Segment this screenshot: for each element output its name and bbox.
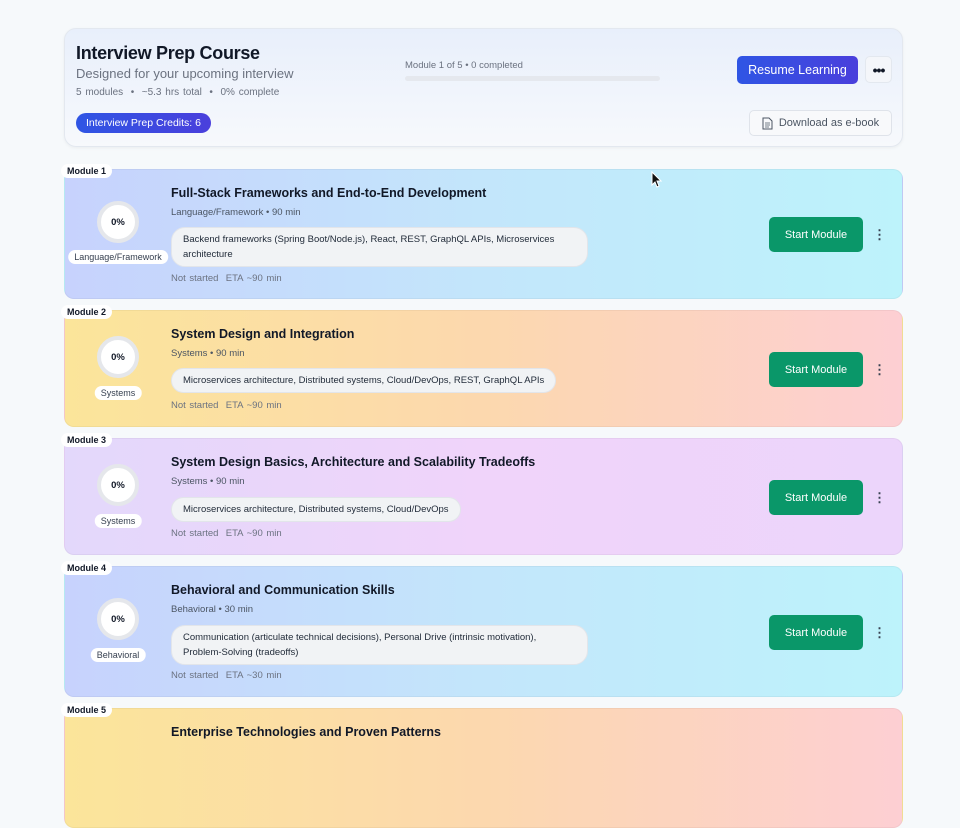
more-options-button[interactable]: ••• [865, 56, 892, 83]
topics-chip: Backend frameworks (Spring Boot/Node.js)… [171, 227, 588, 267]
progress-ring: 0% [97, 336, 139, 378]
start-module-button[interactable]: Start Module [769, 480, 863, 515]
category-badge: Systems [94, 386, 142, 400]
module-card: Module 5 Enterprise Technologies and Pro… [61, 703, 903, 828]
course-meta: 5 modules • ~5.3 hrs total • 0% complete [76, 87, 280, 98]
module-card: Module 2 0% Systems System Design and In… [61, 305, 903, 427]
module-title: System Design Basics, Architecture and S… [171, 455, 536, 469]
module-card: Module 1 0% Language/Framework Full-Stac… [61, 164, 903, 299]
module-status: Not started ETA ~30 min [171, 670, 282, 681]
page-title: Interview Prep Course [76, 43, 260, 63]
start-module-button[interactable]: Start Module [769, 352, 863, 387]
module-label: Module 2 [61, 305, 113, 319]
module-title: Enterprise Technologies and Proven Patte… [171, 725, 441, 739]
resume-learning-button[interactable]: Resume Learning [737, 56, 858, 84]
progress-text: Module 1 of 5 • 0 completed [405, 60, 523, 71]
module-label: Module 1 [61, 164, 113, 178]
download-ebook-button[interactable]: Download as e-book [749, 110, 892, 136]
progress-ring: 0% [97, 598, 139, 640]
progress-ring: 0% [97, 201, 139, 243]
module-title: Behavioral and Communication Skills [171, 583, 395, 597]
topics-chip: Microservices architecture, Distributed … [171, 497, 461, 522]
module-label: Module 3 [61, 433, 113, 447]
start-module-button[interactable]: Start Module [769, 217, 863, 252]
topics-chip: Communication (articulate technical deci… [171, 625, 588, 665]
topics-chip: Microservices architecture, Distributed … [171, 368, 557, 393]
category-badge: Language/Framework [68, 250, 168, 264]
credits-badge: Interview Prep Credits: 6 [76, 113, 211, 133]
module-title: System Design and Integration [171, 327, 355, 341]
course-subtitle: Designed for your upcoming interview [76, 66, 294, 81]
mouse-cursor-icon [651, 171, 662, 188]
module-card: Module 4 0% Behavioral Behavioral and Co… [61, 561, 903, 697]
module-menu-icon[interactable]: ⋮ [873, 227, 886, 242]
module-meta: Systems • 90 min [171, 348, 245, 359]
module-menu-icon[interactable]: ⋮ [873, 625, 886, 640]
module-meta: Behavioral • 30 min [171, 604, 254, 615]
module-meta: Systems • 90 min [171, 476, 245, 487]
module-label: Module 4 [61, 561, 113, 575]
module-menu-icon[interactable]: ⋮ [873, 490, 886, 505]
progress-bar [405, 76, 660, 81]
course-header: Interview Prep Course Designed for your … [64, 28, 903, 147]
module-status: Not started ETA ~90 min [171, 273, 282, 284]
download-label: Download as e-book [778, 117, 880, 129]
module-status: Not started ETA ~90 min [171, 400, 282, 411]
module-menu-icon[interactable]: ⋮ [873, 362, 886, 377]
module-card: Module 3 0% Systems System Design Basics… [61, 433, 903, 555]
module-title: Full-Stack Frameworks and End-to-End Dev… [171, 186, 487, 200]
category-badge: Systems [94, 514, 142, 528]
module-label: Module 5 [61, 703, 113, 717]
module-meta: Language/Framework • 90 min [171, 207, 301, 218]
document-icon [762, 117, 773, 129]
module-status: Not started ETA ~90 min [171, 528, 282, 539]
start-module-button[interactable]: Start Module [769, 615, 863, 650]
progress-ring: 0% [97, 464, 139, 506]
category-badge: Behavioral [90, 648, 146, 662]
